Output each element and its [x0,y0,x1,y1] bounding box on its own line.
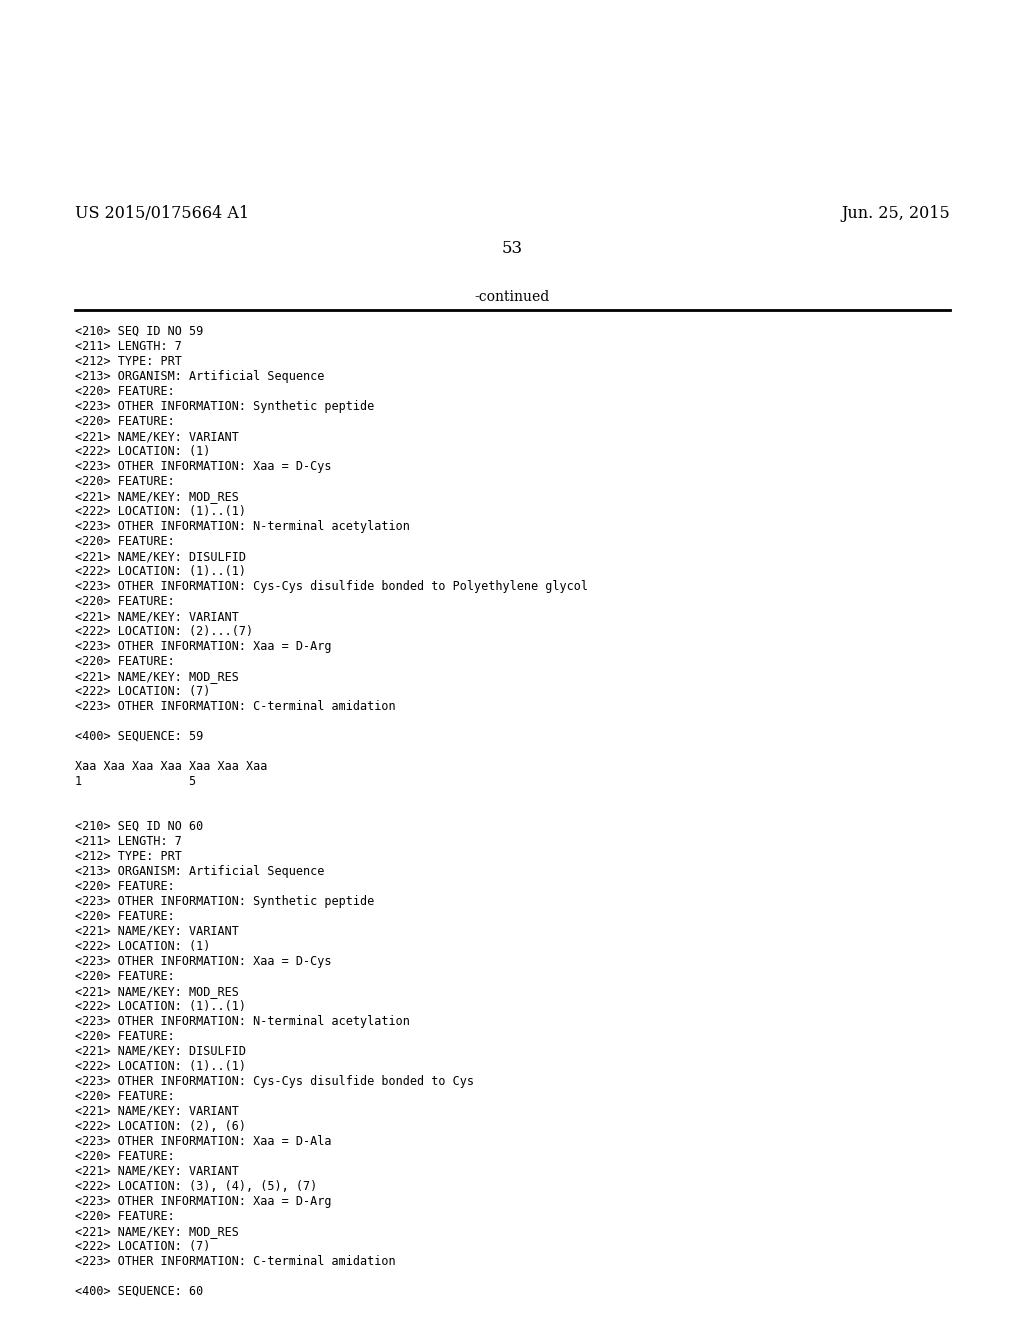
Text: US 2015/0175664 A1: US 2015/0175664 A1 [75,205,249,222]
Text: <210> SEQ ID NO 59: <210> SEQ ID NO 59 [75,325,203,338]
Text: <400> SEQUENCE: 60: <400> SEQUENCE: 60 [75,1284,203,1298]
Text: <223> OTHER INFORMATION: C-terminal amidation: <223> OTHER INFORMATION: C-terminal amid… [75,1255,395,1269]
Text: <221> NAME/KEY: VARIANT: <221> NAME/KEY: VARIANT [75,1105,239,1118]
Text: <221> NAME/KEY: MOD_RES: <221> NAME/KEY: MOD_RES [75,490,239,503]
Text: <223> OTHER INFORMATION: Xaa = D-Arg: <223> OTHER INFORMATION: Xaa = D-Arg [75,640,332,653]
Text: <223> OTHER INFORMATION: N-terminal acetylation: <223> OTHER INFORMATION: N-terminal acet… [75,1015,410,1028]
Text: <212> TYPE: PRT: <212> TYPE: PRT [75,850,182,863]
Text: <400> SEQUENCE: 59: <400> SEQUENCE: 59 [75,730,203,743]
Text: <220> FEATURE:: <220> FEATURE: [75,595,175,609]
Text: <220> FEATURE:: <220> FEATURE: [75,1210,175,1224]
Text: <222> LOCATION: (1)..(1): <222> LOCATION: (1)..(1) [75,506,246,517]
Text: Xaa Xaa Xaa Xaa Xaa Xaa Xaa: Xaa Xaa Xaa Xaa Xaa Xaa Xaa [75,760,267,774]
Text: <212> TYPE: PRT: <212> TYPE: PRT [75,355,182,368]
Text: <221> NAME/KEY: DISULFID: <221> NAME/KEY: DISULFID [75,550,246,564]
Text: <223> OTHER INFORMATION: Synthetic peptide: <223> OTHER INFORMATION: Synthetic pepti… [75,895,374,908]
Text: 53: 53 [502,240,522,257]
Text: <210> SEQ ID NO 60: <210> SEQ ID NO 60 [75,820,203,833]
Text: <221> NAME/KEY: MOD_RES: <221> NAME/KEY: MOD_RES [75,671,239,682]
Text: <222> LOCATION: (1)..(1): <222> LOCATION: (1)..(1) [75,1001,246,1012]
Text: -continued: -continued [474,290,550,304]
Text: <223> OTHER INFORMATION: Xaa = D-Arg: <223> OTHER INFORMATION: Xaa = D-Arg [75,1195,332,1208]
Text: <221> NAME/KEY: MOD_RES: <221> NAME/KEY: MOD_RES [75,985,239,998]
Text: <220> FEATURE:: <220> FEATURE: [75,475,175,488]
Text: <223> OTHER INFORMATION: N-terminal acetylation: <223> OTHER INFORMATION: N-terminal acet… [75,520,410,533]
Text: <221> NAME/KEY: VARIANT: <221> NAME/KEY: VARIANT [75,1166,239,1177]
Text: <223> OTHER INFORMATION: Xaa = D-Cys: <223> OTHER INFORMATION: Xaa = D-Cys [75,954,332,968]
Text: <221> NAME/KEY: VARIANT: <221> NAME/KEY: VARIANT [75,610,239,623]
Text: <220> FEATURE:: <220> FEATURE: [75,909,175,923]
Text: <222> LOCATION: (1)..(1): <222> LOCATION: (1)..(1) [75,565,246,578]
Text: <211> LENGTH: 7: <211> LENGTH: 7 [75,341,182,352]
Text: <221> NAME/KEY: MOD_RES: <221> NAME/KEY: MOD_RES [75,1225,239,1238]
Text: <220> FEATURE:: <220> FEATURE: [75,1090,175,1104]
Text: <223> OTHER INFORMATION: Synthetic peptide: <223> OTHER INFORMATION: Synthetic pepti… [75,400,374,413]
Text: <220> FEATURE:: <220> FEATURE: [75,1150,175,1163]
Text: <221> NAME/KEY: VARIANT: <221> NAME/KEY: VARIANT [75,925,239,939]
Text: <213> ORGANISM: Artificial Sequence: <213> ORGANISM: Artificial Sequence [75,370,325,383]
Text: <223> OTHER INFORMATION: Cys-Cys disulfide bonded to Cys: <223> OTHER INFORMATION: Cys-Cys disulfi… [75,1074,474,1088]
Text: <220> FEATURE:: <220> FEATURE: [75,414,175,428]
Text: <222> LOCATION: (1): <222> LOCATION: (1) [75,445,210,458]
Text: <223> OTHER INFORMATION: Xaa = D-Cys: <223> OTHER INFORMATION: Xaa = D-Cys [75,459,332,473]
Text: 1               5: 1 5 [75,775,197,788]
Text: <222> LOCATION: (1)..(1): <222> LOCATION: (1)..(1) [75,1060,246,1073]
Text: <211> LENGTH: 7: <211> LENGTH: 7 [75,836,182,847]
Text: <220> FEATURE:: <220> FEATURE: [75,970,175,983]
Text: <223> OTHER INFORMATION: Xaa = D-Ala: <223> OTHER INFORMATION: Xaa = D-Ala [75,1135,332,1148]
Text: <213> ORGANISM: Artificial Sequence: <213> ORGANISM: Artificial Sequence [75,865,325,878]
Text: <220> FEATURE:: <220> FEATURE: [75,1030,175,1043]
Text: <221> NAME/KEY: DISULFID: <221> NAME/KEY: DISULFID [75,1045,246,1059]
Text: <222> LOCATION: (2)...(7): <222> LOCATION: (2)...(7) [75,624,253,638]
Text: <222> LOCATION: (7): <222> LOCATION: (7) [75,685,210,698]
Text: <223> OTHER INFORMATION: C-terminal amidation: <223> OTHER INFORMATION: C-terminal amid… [75,700,395,713]
Text: <223> OTHER INFORMATION: Cys-Cys disulfide bonded to Polyethylene glycol: <223> OTHER INFORMATION: Cys-Cys disulfi… [75,579,588,593]
Text: <222> LOCATION: (7): <222> LOCATION: (7) [75,1239,210,1253]
Text: <221> NAME/KEY: VARIANT: <221> NAME/KEY: VARIANT [75,430,239,444]
Text: <220> FEATURE:: <220> FEATURE: [75,655,175,668]
Text: <220> FEATURE:: <220> FEATURE: [75,535,175,548]
Text: <222> LOCATION: (3), (4), (5), (7): <222> LOCATION: (3), (4), (5), (7) [75,1180,317,1193]
Text: <222> LOCATION: (1): <222> LOCATION: (1) [75,940,210,953]
Text: <220> FEATURE:: <220> FEATURE: [75,385,175,399]
Text: Jun. 25, 2015: Jun. 25, 2015 [842,205,950,222]
Text: <222> LOCATION: (2), (6): <222> LOCATION: (2), (6) [75,1119,246,1133]
Text: <220> FEATURE:: <220> FEATURE: [75,880,175,894]
